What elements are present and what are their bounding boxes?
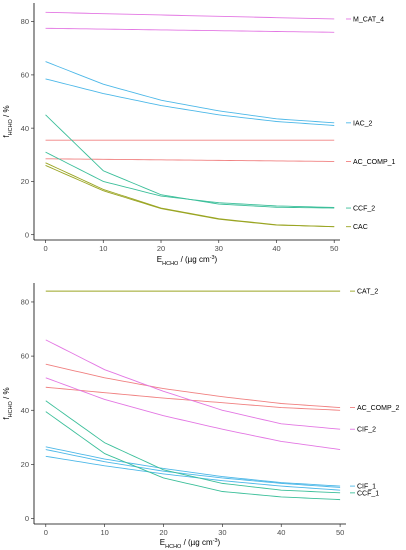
series-line-ccf-1 bbox=[45, 400, 341, 494]
series-label-ac-comp-2: AC_COMP_2 bbox=[357, 405, 400, 412]
y-tick-label: 40 bbox=[21, 124, 29, 133]
series-label-cif-1: CIF_1 bbox=[357, 484, 376, 491]
series-line-cif-2 bbox=[45, 339, 341, 430]
y-axis-title: fHCHO / % bbox=[2, 105, 14, 137]
x-axis-title: EHCHO / (µg cm-3) bbox=[160, 538, 221, 550]
y-tick-label: 60 bbox=[21, 352, 29, 361]
series-label-ccf-1: CCF_1 bbox=[357, 490, 379, 497]
x-tick-label: 20 bbox=[159, 528, 167, 537]
chart-panel-bottom: 0 10 20 30 40 50 0 20 40 60 80 EHCHO / (µg cm-3) fHC… bbox=[2, 283, 400, 550]
x-tick-label: 50 bbox=[336, 528, 344, 537]
y-tick-label: 80 bbox=[21, 17, 29, 26]
y-tick-label: 0 bbox=[25, 514, 29, 523]
x-tick-label: 40 bbox=[277, 528, 285, 537]
y-tick-label: 0 bbox=[25, 230, 29, 239]
series-line-iac-2 bbox=[45, 61, 335, 124]
y-tick-label: 80 bbox=[21, 298, 29, 307]
series-line-ac-comp-2 bbox=[45, 363, 341, 409]
series-line-unlabeled bbox=[45, 386, 341, 411]
y-tick-label: 20 bbox=[21, 177, 29, 186]
x-tick-label: 0 bbox=[43, 244, 47, 253]
series-line-unlabeled bbox=[45, 165, 335, 228]
x-tick-label: 30 bbox=[215, 244, 223, 253]
series-line-ac-comp-1 bbox=[45, 158, 335, 162]
series-label-ac-comp-1: AC_COMP_1 bbox=[353, 159, 396, 166]
series-label-ccf-2: CCF_2 bbox=[353, 206, 375, 213]
x-tick-label: 20 bbox=[157, 244, 165, 253]
series-line-cif-1 bbox=[45, 446, 341, 487]
chart-panel-top: 0 10 20 30 40 50 0 20 40 60 80 EHCHO / (µg cm-3) fHC… bbox=[2, 3, 396, 267]
x-tick-label: 30 bbox=[218, 528, 226, 537]
series-label-cac: CAC bbox=[353, 224, 368, 231]
series-label-cat-2: CAT_2 bbox=[357, 289, 378, 296]
y-axis-title: fHCHO / % bbox=[2, 387, 14, 419]
x-tick-label: 10 bbox=[99, 244, 107, 253]
x-axis-title: EHCHO / (µg cm-3) bbox=[157, 255, 218, 267]
series-line-unlabeled bbox=[45, 411, 341, 501]
series-line-unlabeled bbox=[45, 377, 341, 450]
series-label-cif-2: CIF_2 bbox=[357, 427, 376, 434]
series-line-unlabeled bbox=[45, 27, 335, 33]
x-tick-label: 0 bbox=[44, 528, 48, 537]
x-tick-label: 40 bbox=[272, 244, 280, 253]
y-tick-label: 60 bbox=[21, 70, 29, 79]
series-label-m-cat-4: M_CAT_4 bbox=[353, 16, 384, 23]
series-line-unlabeled bbox=[45, 78, 335, 126]
y-tick-label: 40 bbox=[21, 406, 29, 415]
x-tick-label: 50 bbox=[330, 244, 338, 253]
series-label-iac-2: IAC_2 bbox=[353, 120, 373, 127]
series-line-unlabeled bbox=[45, 455, 341, 491]
series-line-m-cat-4 bbox=[45, 11, 335, 20]
series-line-unlabeled bbox=[45, 151, 335, 208]
series-line-cac bbox=[45, 162, 335, 228]
series-line-unlabeled bbox=[45, 449, 341, 488]
y-tick-label: 20 bbox=[21, 460, 29, 469]
x-tick-label: 10 bbox=[100, 528, 108, 537]
